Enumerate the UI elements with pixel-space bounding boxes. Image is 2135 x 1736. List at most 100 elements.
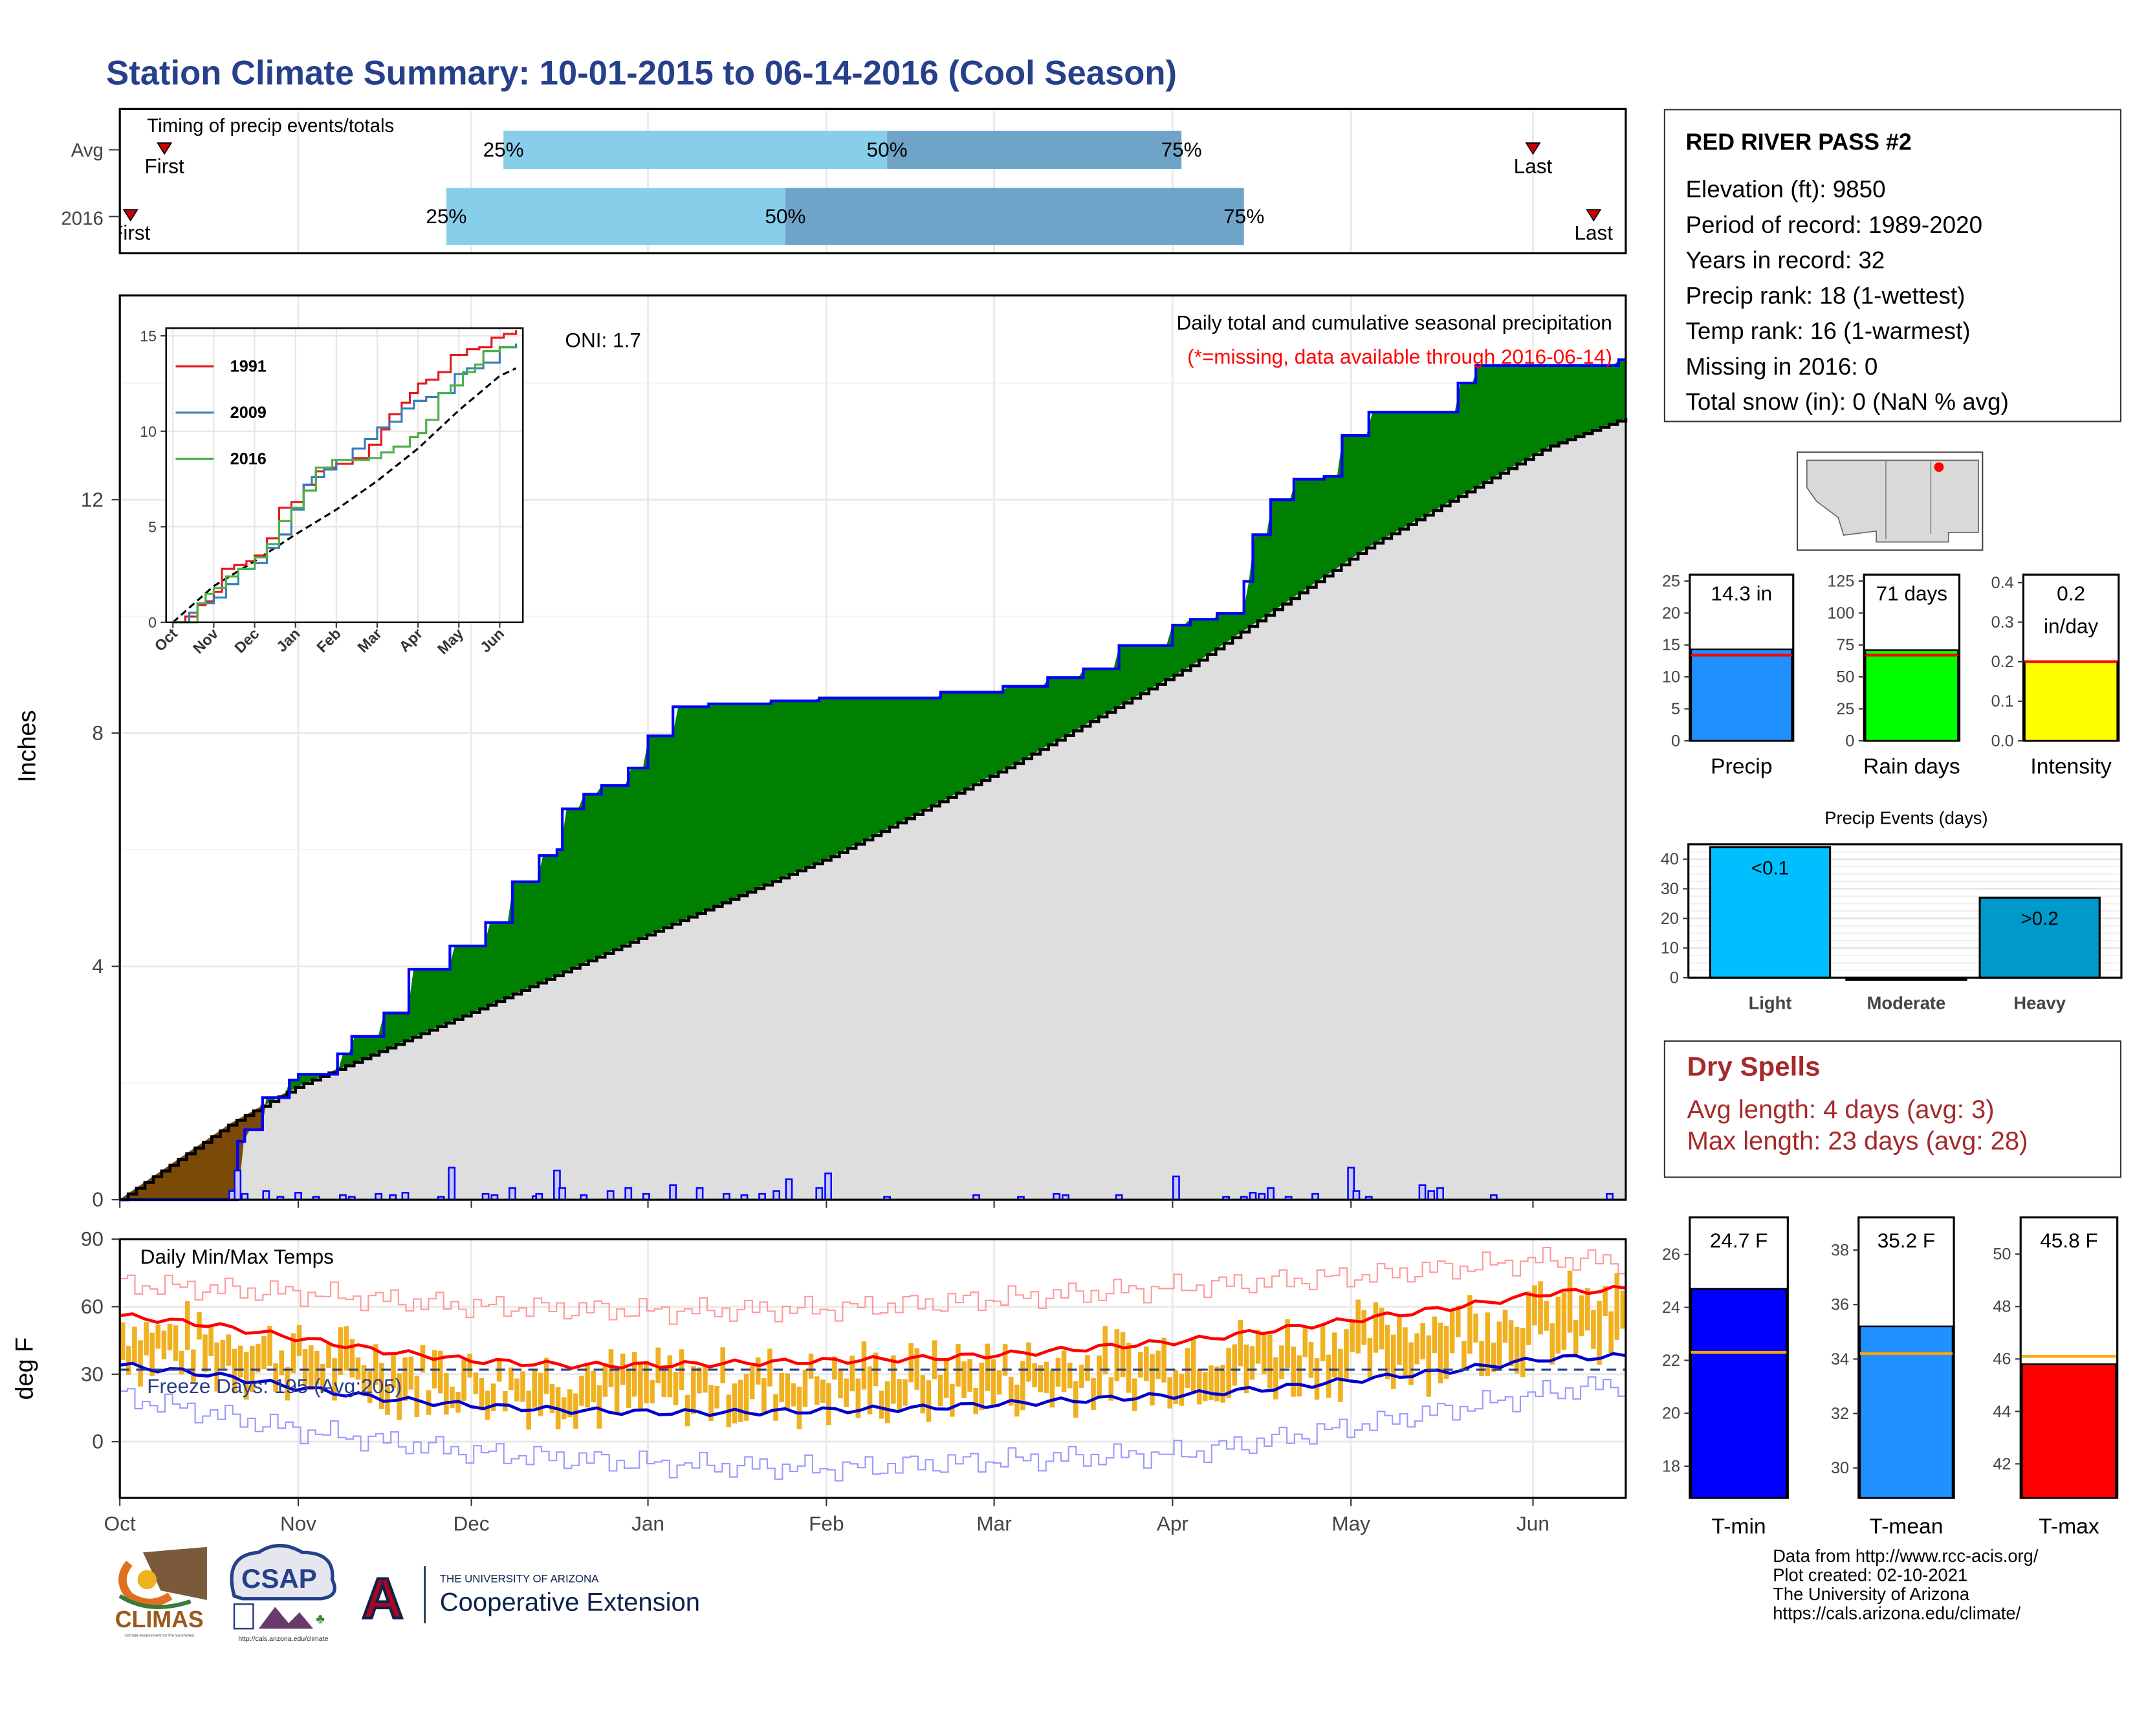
precip-ytick-label: 12 bbox=[81, 488, 104, 511]
temp-daily-bar bbox=[1426, 1335, 1432, 1397]
mini-intensity-tick-label: 0.3 bbox=[1991, 613, 2014, 632]
temp-daily-bar bbox=[1350, 1322, 1355, 1352]
temp-daily-bar bbox=[1567, 1270, 1573, 1333]
precip-avg-line bbox=[120, 418, 1628, 1202]
events-tick-label: 0 bbox=[1670, 969, 1679, 987]
precip-diff-seg bbox=[1148, 645, 1156, 690]
temp-daily-bar bbox=[1155, 1350, 1161, 1379]
temp-daily-bar bbox=[1020, 1361, 1025, 1411]
precip-diff-seg bbox=[613, 785, 620, 950]
events-title: Precip Events (days) bbox=[1824, 808, 1987, 828]
precip-diff-seg bbox=[914, 698, 921, 816]
mini-raindays-tick-label: 100 bbox=[1827, 604, 1854, 622]
inset-legend-label-2016: 2016 bbox=[230, 450, 267, 468]
temp-daily-bar bbox=[532, 1369, 538, 1408]
daily-precip-bar bbox=[1427, 1190, 1436, 1201]
precip-diff-seg bbox=[195, 1142, 203, 1200]
temp-daily-bar bbox=[338, 1327, 343, 1375]
precip-diff-seg bbox=[1607, 365, 1615, 426]
precip-diff-seg bbox=[972, 692, 980, 786]
temp-daily-bar bbox=[591, 1370, 596, 1403]
precip-diff-seg bbox=[725, 703, 732, 902]
temp-daily-bar bbox=[1608, 1311, 1614, 1354]
precip-diff-seg bbox=[837, 698, 844, 855]
temp-daily-bar bbox=[1297, 1355, 1302, 1397]
temp-daily-bar bbox=[1485, 1312, 1491, 1376]
precip-diff-seg bbox=[389, 1013, 397, 1048]
precip-diff-seg bbox=[1566, 365, 1573, 441]
daily-precip-bar bbox=[695, 1187, 704, 1201]
precip-diff-seg bbox=[713, 703, 721, 907]
precip-diff-seg bbox=[1378, 412, 1385, 542]
precip-diff-seg bbox=[1584, 365, 1591, 434]
precip-diff-seg bbox=[1348, 435, 1356, 560]
temp-daily-bar bbox=[667, 1355, 673, 1398]
timing-bar-avg-q1 bbox=[503, 131, 888, 169]
temp-daily-bar bbox=[1479, 1341, 1484, 1377]
precip-diff-seg bbox=[437, 969, 444, 1027]
precip-diff-seg bbox=[948, 692, 956, 798]
csap-url: http://cals.arizona.edu/climate bbox=[238, 1635, 328, 1643]
precip-diff-seg bbox=[842, 698, 850, 852]
temp-daily-bar bbox=[1355, 1299, 1361, 1354]
timing-first-marker-avg bbox=[157, 142, 173, 155]
temp-daily-bar bbox=[650, 1380, 655, 1403]
temp-daily-bar bbox=[1044, 1361, 1049, 1393]
precip-diff-seg bbox=[1296, 479, 1303, 596]
daily-precip-bar bbox=[824, 1172, 832, 1201]
precip-diff-seg bbox=[990, 692, 997, 777]
ua-logo-line1: THE UNIVERSITY OF ARIZONA bbox=[440, 1573, 599, 1585]
precip-diff-seg bbox=[661, 735, 668, 930]
footer-line-4: https://cals.arizona.edu/climate/ bbox=[1773, 1603, 2020, 1623]
precip-diff-seg bbox=[625, 767, 632, 945]
temp-daily-bar bbox=[256, 1344, 261, 1373]
station-temp-rank: Temp rank: 16 (1-warmest) bbox=[1685, 317, 1971, 345]
temp-daily-bar bbox=[444, 1373, 449, 1415]
precip-y-ticks: 0 4 8 12 bbox=[81, 488, 1534, 1211]
temp-daily-bar bbox=[450, 1387, 455, 1409]
temp-daily-bar bbox=[1026, 1342, 1031, 1382]
mini-precip-tick-label: 15 bbox=[1662, 636, 1680, 654]
temp-daily-bar bbox=[132, 1326, 137, 1363]
csap-logo: CSAP ♣ http://cals.arizona.edu/climate bbox=[230, 1544, 336, 1643]
precip-missing-note: (*=missing, data available through 2016-… bbox=[1187, 345, 1612, 368]
precip-diff-seg bbox=[1319, 476, 1326, 580]
month-tick-label-feb: Feb bbox=[809, 1512, 844, 1535]
temp-daily-bar bbox=[1544, 1301, 1549, 1331]
precip-diff-seg bbox=[549, 855, 556, 979]
temp-mini-value-tmin: 24.7 F bbox=[1710, 1229, 1768, 1252]
temp-daily-bar bbox=[473, 1372, 479, 1394]
month-tick-label-mar: Mar bbox=[976, 1512, 1011, 1535]
precip-diff-seg bbox=[1502, 365, 1509, 473]
cactus-icon: ♣ bbox=[316, 1612, 325, 1627]
temp-daily-bar bbox=[920, 1375, 926, 1414]
precip-diff-seg bbox=[1160, 645, 1168, 683]
temp-daily-bar bbox=[673, 1372, 679, 1405]
precip-diff-seg bbox=[1196, 619, 1203, 663]
precip-diff-seg bbox=[1037, 686, 1044, 752]
daily-precip-bar bbox=[234, 1169, 242, 1201]
temp-daily-bar bbox=[402, 1357, 408, 1401]
locator-map bbox=[1797, 451, 1984, 551]
temp-daily-bar bbox=[1185, 1347, 1190, 1388]
precip-diff-seg bbox=[602, 785, 609, 956]
ua-logo-letter: A bbox=[362, 1566, 403, 1630]
temp-daily-bar bbox=[908, 1343, 914, 1383]
ua-logo-line2: Cooperative Extension bbox=[440, 1588, 700, 1617]
precip-diff-seg bbox=[1095, 668, 1103, 720]
temp-daily-bar bbox=[897, 1379, 902, 1411]
temp-daily-bar bbox=[967, 1359, 972, 1392]
temp-daily-bar bbox=[1097, 1355, 1102, 1398]
temp-panel: 0 30 60 90 Daily Min/Max Temps Freeze Days:… bbox=[12, 1227, 1627, 1535]
mini-raindays-tick-label: 50 bbox=[1836, 668, 1854, 687]
precip-diff-seg bbox=[1225, 613, 1232, 643]
precip-diff-seg bbox=[619, 785, 626, 948]
precip-diff-seg bbox=[1372, 412, 1379, 545]
mini-precip-tick-label: 5 bbox=[1671, 700, 1680, 718]
precip-diff-seg bbox=[1049, 677, 1056, 745]
mini-intensity-tick-label: 0.0 bbox=[1991, 732, 2014, 750]
precip-diff-seg bbox=[1590, 365, 1597, 432]
precip-diff-seg bbox=[531, 881, 538, 987]
daily-precip-bar bbox=[772, 1190, 781, 1201]
